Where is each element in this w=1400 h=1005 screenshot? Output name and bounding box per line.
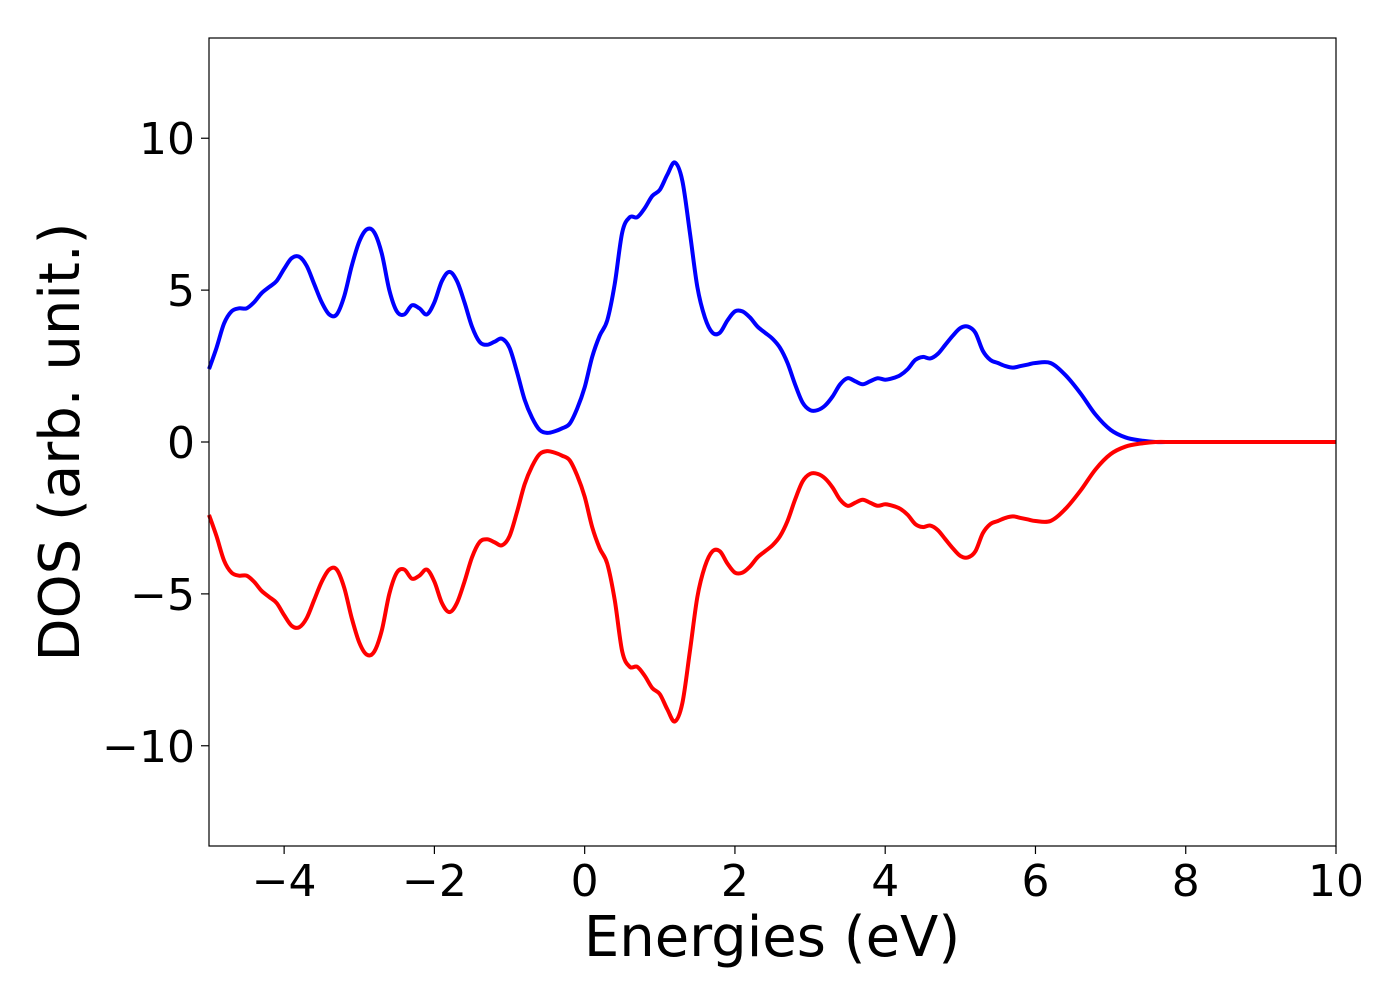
y-tick-label: 10 xyxy=(139,114,195,165)
series-layer xyxy=(207,160,1336,724)
x-tick-label: 0 xyxy=(571,856,599,907)
x-axis: −4 −2 0 2 4 6 8 10 xyxy=(252,846,1364,907)
y-tick-label: 0 xyxy=(167,418,195,469)
x-tick-label: −4 xyxy=(252,856,317,907)
x-axis-title: Energies (eV) xyxy=(584,905,960,970)
y-tick-label: 5 xyxy=(167,266,195,317)
y-axis: −10 −5 0 5 10 xyxy=(102,114,209,773)
x-tick-label: 4 xyxy=(871,856,899,907)
dos-spin-down-line xyxy=(207,439,1336,724)
dos-spin-up-line xyxy=(207,160,1336,445)
x-tick-label: −2 xyxy=(402,856,467,907)
x-tick-label: 10 xyxy=(1308,856,1364,907)
y-tick-label: −10 xyxy=(102,722,195,773)
x-tick-label: 2 xyxy=(721,856,749,907)
x-tick-label: 8 xyxy=(1172,856,1200,907)
y-axis-title: DOS (arb. unit.) xyxy=(28,222,93,661)
x-tick-label: 6 xyxy=(1021,856,1049,907)
y-tick-label: −5 xyxy=(130,570,195,621)
